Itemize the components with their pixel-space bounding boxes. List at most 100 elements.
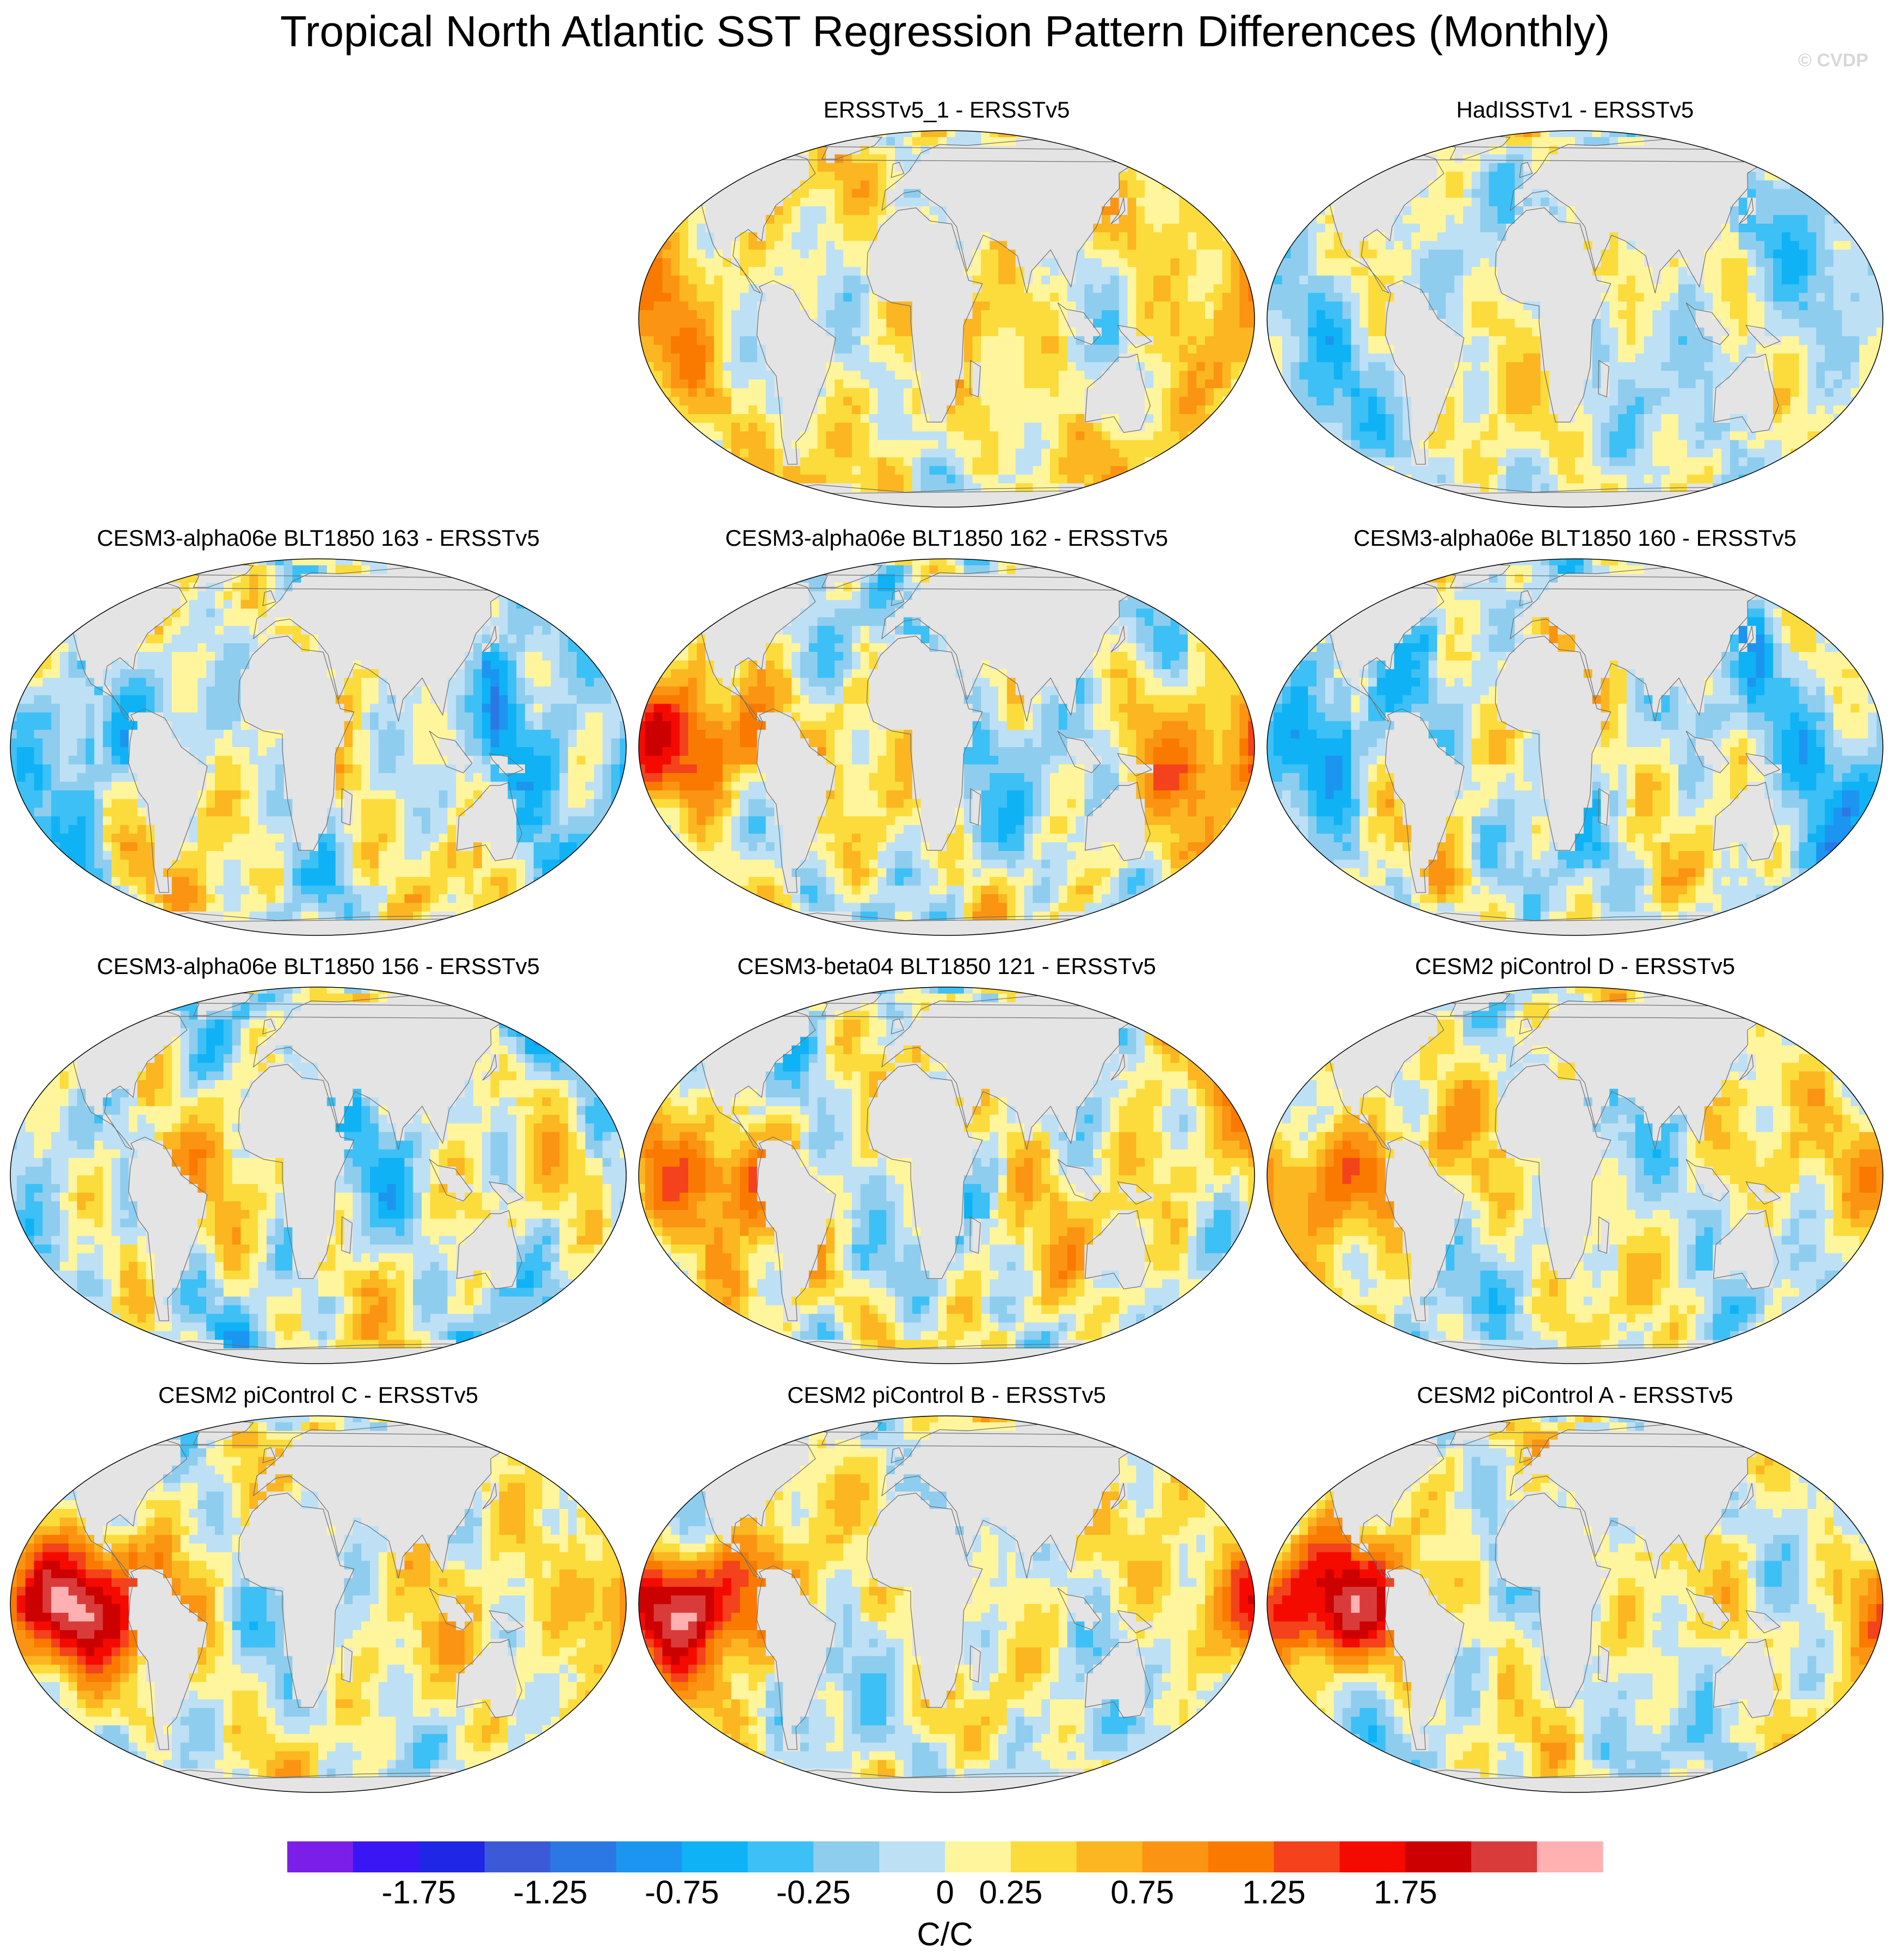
map-cell (1067, 431, 1077, 441)
map-cell (1454, 301, 1463, 311)
map-cell (1093, 362, 1102, 372)
map-cell (1205, 310, 1214, 319)
map-cell (835, 189, 844, 199)
map-cell (1153, 258, 1163, 268)
map-cell (1162, 301, 1171, 311)
map-cell (714, 492, 724, 501)
map-cell (1006, 371, 1016, 380)
map-cell (1376, 154, 1386, 164)
map-cell (671, 414, 680, 423)
map-cell (1102, 501, 1111, 507)
map-cell (990, 301, 999, 311)
map-cell (1076, 466, 1085, 476)
map-cell (886, 414, 895, 423)
map-cell (1205, 405, 1214, 415)
map-cell (1179, 284, 1189, 294)
map-cell (1110, 258, 1120, 268)
map-cell (1067, 215, 1077, 224)
map-cell (1153, 353, 1163, 363)
map-cell (1868, 336, 1877, 346)
map-cell (1213, 189, 1223, 199)
map-cell (808, 440, 818, 449)
map-cell (740, 344, 749, 354)
map-cell (1170, 131, 1180, 138)
map-cell (1859, 267, 1869, 276)
map-cell (1773, 154, 1782, 164)
map-cell (869, 293, 879, 302)
map-cell (1661, 224, 1670, 233)
map-cell (981, 301, 990, 311)
map-cell (1721, 131, 1731, 138)
map-cell (705, 198, 715, 207)
map-cell (1488, 301, 1498, 311)
map-cell (1549, 206, 1559, 215)
map-cell (1290, 224, 1300, 233)
map-cell (671, 397, 680, 406)
map-cell (1119, 180, 1128, 190)
map-cell (1368, 293, 1378, 302)
map-cell (1420, 284, 1429, 294)
map-cell (895, 501, 904, 507)
map-cell (963, 336, 973, 346)
map-cell (1575, 327, 1584, 337)
map-cell (696, 474, 706, 484)
map-cell (1627, 267, 1636, 276)
map-cell (731, 336, 740, 346)
map-cell (662, 145, 672, 155)
map-cell (1058, 310, 1068, 319)
map-cell (1050, 171, 1059, 181)
map-cell (1531, 189, 1541, 199)
map-cell (1205, 344, 1214, 354)
map-cell (740, 301, 749, 311)
coastline (881, 138, 1159, 293)
map-cell (1110, 336, 1120, 346)
map-cell (1058, 267, 1068, 276)
map-cell (1687, 249, 1696, 259)
map-cell (1368, 301, 1378, 311)
map-cell (1239, 405, 1249, 415)
map-cell (972, 232, 982, 242)
map-cell (1368, 131, 1378, 138)
map-cell (1592, 232, 1602, 242)
map-cell (696, 483, 706, 492)
map-cell (1308, 344, 1317, 354)
map-cell (1119, 249, 1128, 259)
map-cell (955, 154, 965, 164)
map-cell (696, 327, 706, 337)
map-cell (1411, 137, 1420, 146)
map-cell (1661, 319, 1670, 328)
map-cell (1506, 224, 1515, 233)
map-cell (1015, 319, 1025, 328)
map-cell (1592, 301, 1602, 311)
map-cell (774, 206, 783, 215)
map-cell (1420, 258, 1429, 268)
map-cell (843, 448, 853, 458)
map-cell (826, 131, 835, 138)
map-cell (783, 431, 792, 441)
map-cell (1033, 440, 1042, 449)
map-cell (1506, 284, 1515, 294)
map-cell (1188, 145, 1197, 155)
map-cell (639, 327, 646, 337)
map-cell (792, 431, 801, 441)
map-cell (639, 241, 646, 250)
map-cell (696, 405, 706, 415)
map-cell (1859, 206, 1869, 215)
map-cell (1248, 131, 1255, 138)
map-cell (1342, 131, 1352, 138)
map-cell (895, 180, 904, 190)
map-cell (1110, 466, 1120, 476)
map-cell (843, 388, 853, 397)
map-cell (1084, 198, 1094, 207)
map-cell (963, 362, 973, 372)
map-cell (740, 137, 749, 146)
map-cell (851, 388, 861, 397)
map-cell (851, 171, 861, 181)
map-cell (1136, 241, 1145, 250)
map-cell (1342, 232, 1352, 242)
map-cell (1162, 336, 1171, 346)
map-cell (1454, 327, 1463, 337)
map-cell (722, 319, 732, 328)
map-cell (1376, 327, 1386, 337)
map-cell (938, 258, 947, 268)
